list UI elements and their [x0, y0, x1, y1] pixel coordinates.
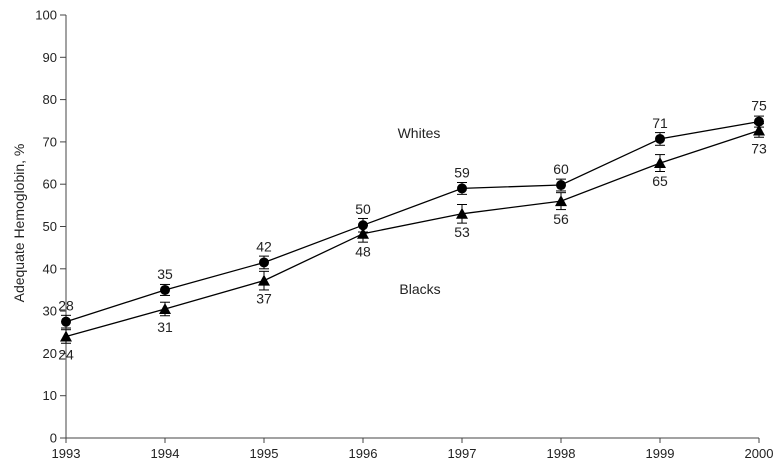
data-label-blacks-1996: 48 — [355, 244, 371, 260]
series-layer: 28 35 42 50 59 60 71 75 24 31 37 48 53 56 65 73 — [58, 98, 767, 363]
y-axis-title: Adequate Hemoglobin, % — [11, 144, 27, 303]
point-blacks-1999 — [654, 157, 666, 169]
data-label-blacks-1995: 37 — [256, 291, 272, 307]
point-whites-1998 — [556, 180, 566, 191]
y-tick-label-30: 30 — [43, 304, 57, 319]
point-blacks-1993 — [60, 330, 72, 342]
x-tick-label-1997: 1997 — [448, 446, 477, 461]
series-line-blacks — [65, 129, 760, 338]
data-label-blacks-1999: 65 — [652, 173, 668, 189]
y-tick-label-50: 50 — [43, 219, 57, 234]
point-whites-1995 — [259, 257, 269, 268]
data-label-whites-1998: 60 — [553, 161, 569, 177]
series-label-whites: Whites — [398, 125, 441, 141]
axes: 0 10 20 30 40 50 60 70 80 90 100 1993 1994 1995 1996 19… — [35, 8, 773, 462]
data-label-whites-1995: 42 — [256, 238, 272, 254]
data-label-whites-1999: 71 — [652, 115, 668, 131]
data-label-blacks-1993: 24 — [58, 346, 74, 362]
x-tick-label-1993: 1993 — [52, 446, 81, 461]
point-whites-1993 — [61, 316, 71, 327]
x-tick-label-2000: 2000 — [745, 446, 774, 461]
x-tick-label-1998: 1998 — [547, 446, 576, 461]
point-blacks-2000 — [753, 124, 765, 136]
data-label-whites-1993: 28 — [58, 298, 74, 314]
series-label-blacks: Blacks — [399, 281, 440, 297]
data-label-blacks-1997: 53 — [454, 224, 470, 240]
point-blacks-1998 — [555, 195, 567, 207]
data-label-whites-1994: 35 — [157, 266, 173, 282]
data-label-whites-1996: 50 — [355, 201, 371, 217]
point-blacks-1996 — [357, 227, 369, 239]
y-tick-label-90: 90 — [43, 50, 57, 65]
y-tick-label-70: 70 — [43, 134, 57, 149]
point-whites-1999 — [655, 133, 665, 144]
data-label-whites-2000: 75 — [751, 98, 767, 114]
point-whites-1997 — [457, 183, 467, 194]
y-tick-label-40: 40 — [43, 261, 57, 276]
x-tick-label-1996: 1996 — [349, 446, 378, 461]
y-tick-label-0: 0 — [50, 431, 57, 446]
y-tick-label-20: 20 — [43, 346, 57, 361]
y-tick-label-10: 10 — [43, 388, 57, 403]
x-tick-label-1994: 1994 — [151, 446, 180, 461]
x-tick-label-1999: 1999 — [646, 446, 675, 461]
series-line-whites — [65, 120, 760, 323]
y-tick-label-80: 80 — [43, 92, 57, 107]
y-tick-label-60: 60 — [43, 177, 57, 192]
point-whites-1994 — [160, 284, 170, 295]
point-blacks-1995 — [258, 274, 270, 286]
data-label-blacks-1998: 56 — [553, 211, 569, 227]
data-label-blacks-1994: 31 — [157, 319, 173, 335]
x-tick-label-1995: 1995 — [250, 446, 279, 461]
data-label-whites-1997: 59 — [454, 164, 470, 180]
point-blacks-1994 — [159, 302, 171, 314]
point-blacks-1997 — [456, 207, 468, 219]
data-label-blacks-2000: 73 — [751, 140, 767, 156]
y-tick-label-100: 100 — [35, 8, 57, 23]
